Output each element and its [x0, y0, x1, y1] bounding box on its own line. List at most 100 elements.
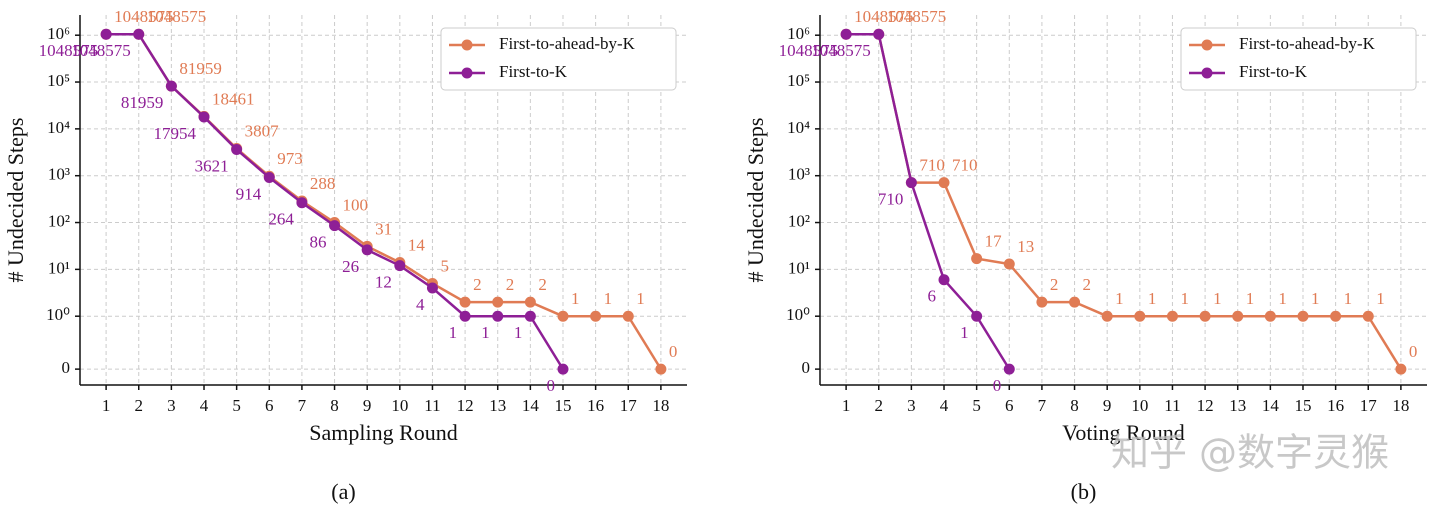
x-tick-label: 4: [940, 396, 949, 415]
data-point: [971, 253, 983, 265]
x-tick-label: 9: [363, 396, 372, 415]
data-point: [492, 296, 504, 308]
x-tick-label: 14: [1262, 396, 1280, 415]
x-tick-label: 8: [330, 396, 339, 415]
data-point: [459, 296, 471, 308]
data-label: 914: [236, 184, 262, 203]
data-point: [492, 310, 504, 322]
caption: (b): [1071, 479, 1097, 504]
data-point: [100, 28, 112, 40]
y-tick-label: 10²: [788, 211, 810, 230]
legend-label: First-to-ahead-by-K: [1239, 34, 1376, 53]
legend-label: First-to-K: [499, 62, 568, 81]
data-point: [524, 296, 536, 308]
x-tick-label: 18: [1392, 396, 1409, 415]
x-tick-label: 9: [1103, 396, 1112, 415]
data-point: [873, 28, 885, 40]
data-label: 17: [985, 231, 1003, 250]
y-axis-label: # Undecided Steps: [743, 118, 768, 283]
data-point: [426, 282, 438, 294]
y-tick-label: 10³: [788, 165, 810, 184]
x-tick-label: 11: [424, 396, 440, 415]
x-axis-label: Sampling Round: [309, 420, 458, 445]
data-point: [165, 80, 177, 92]
data-label: 1048575: [147, 7, 207, 26]
data-point: [971, 310, 983, 322]
legend-marker: [461, 39, 473, 51]
data-label: 14: [408, 235, 426, 254]
legend-marker: [1201, 67, 1213, 79]
data-label: 1: [571, 289, 580, 308]
data-label: 2: [1083, 275, 1092, 294]
data-label: 1: [514, 323, 523, 342]
data-label: 710: [919, 156, 945, 175]
y-tick-label: 10¹: [788, 258, 810, 277]
y-tick-label: 0: [802, 358, 811, 377]
x-tick-label: 2: [134, 396, 143, 415]
y-tick-label: 10⁵: [787, 71, 810, 90]
x-tick-label: 7: [1038, 396, 1047, 415]
data-point: [1362, 310, 1374, 322]
data-label: 1: [1246, 289, 1255, 308]
x-tick-label: 17: [1360, 396, 1378, 415]
y-tick-label: 10²: [48, 211, 70, 230]
data-point: [1069, 296, 1081, 308]
data-label: 26: [342, 257, 359, 276]
data-label: 12: [375, 273, 392, 292]
data-point: [1166, 310, 1178, 322]
x-tick-label: 13: [1229, 396, 1246, 415]
data-point: [231, 144, 243, 156]
y-tick-label: 10⁶: [787, 24, 810, 43]
data-point: [1003, 258, 1015, 270]
data-point: [1134, 310, 1146, 322]
caption: (a): [331, 479, 355, 504]
data-label: 18461: [212, 89, 255, 108]
data-label: 2: [506, 275, 515, 294]
x-tick-label: 4: [200, 396, 209, 415]
x-tick-label: 12: [1197, 396, 1214, 415]
data-label: 1: [960, 323, 969, 342]
data-point: [1264, 310, 1276, 322]
watermark: 知乎 @数字灵猴: [1111, 431, 1389, 475]
data-label: 1: [1213, 289, 1222, 308]
data-point: [905, 177, 917, 189]
x-tick-label: 5: [972, 396, 981, 415]
data-label: 1048575: [854, 7, 914, 26]
x-tick-label: 8: [1070, 396, 1079, 415]
data-label: 1: [1311, 289, 1320, 308]
x-tick-label: 12: [457, 396, 474, 415]
legend-box: [1180, 27, 1417, 91]
legend-box: [440, 27, 677, 91]
y-tick-label: 10⁴: [47, 118, 70, 137]
data-label: 86: [310, 233, 327, 252]
legend-marker: [461, 67, 473, 79]
y-tick-label: 10³: [48, 165, 70, 184]
y-tick-label: 10⁰: [46, 305, 70, 324]
data-point: [622, 310, 634, 322]
legend-label: First-to-ahead-by-K: [499, 34, 636, 53]
data-label: 2: [538, 275, 547, 294]
x-tick-label: 15: [1294, 396, 1311, 415]
data-point: [394, 260, 406, 272]
data-label: 4: [416, 295, 425, 314]
data-label: 710: [878, 190, 904, 209]
data-point: [524, 310, 536, 322]
y-tick-label: 0: [62, 358, 71, 377]
data-label: 1048575: [887, 7, 947, 26]
data-label: 5: [440, 256, 449, 275]
x-axis-label: Voting Round: [1062, 420, 1184, 445]
x-tick-label: 3: [167, 396, 176, 415]
x-tick-label: 11: [1164, 396, 1180, 415]
data-label: 288: [310, 174, 336, 193]
data-label: 1: [1344, 289, 1353, 308]
data-label: 1: [449, 323, 458, 342]
data-label: 710: [952, 156, 978, 175]
data-label: 1: [636, 289, 645, 308]
data-point: [263, 172, 275, 184]
x-tick-label: 6: [265, 396, 274, 415]
data-point: [590, 310, 602, 322]
